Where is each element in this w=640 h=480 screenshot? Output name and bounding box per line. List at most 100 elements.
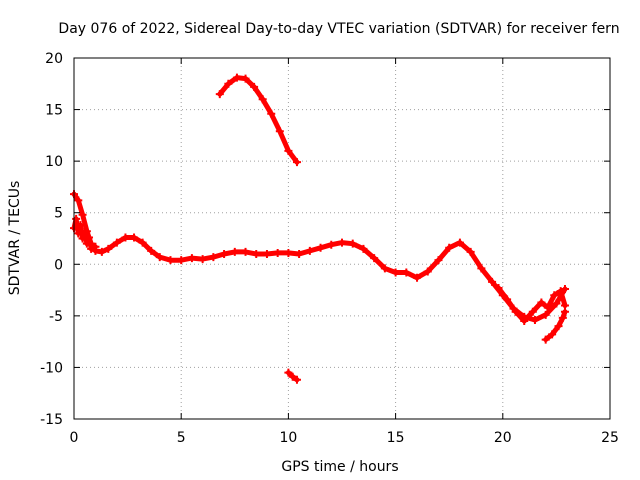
data-point [348, 239, 357, 248]
data-point [241, 74, 250, 83]
data-point [560, 307, 569, 316]
data-point [224, 79, 233, 88]
data-point [511, 307, 520, 316]
data-point [556, 287, 565, 296]
data-point [121, 233, 130, 242]
data-point [267, 109, 276, 118]
data-point [97, 247, 106, 256]
data-point [560, 285, 569, 294]
x-tick-label: 10 [279, 430, 297, 446]
data-point [284, 368, 293, 377]
data-point [78, 234, 87, 243]
data-point [528, 307, 537, 316]
data-point [80, 228, 89, 237]
data-point [292, 158, 301, 167]
data-point [292, 375, 301, 384]
data-point [104, 244, 113, 253]
x-tick-label: 25 [601, 430, 619, 446]
data-point [85, 233, 94, 242]
data-point [112, 238, 121, 247]
data-point [82, 239, 91, 248]
y-axis-title: SDTVAR / TECUs [7, 181, 23, 296]
data-point [295, 249, 304, 258]
y-tick-label: 10 [45, 154, 63, 170]
data-point [74, 196, 83, 205]
data-point [177, 256, 186, 265]
data-point [275, 127, 284, 136]
x-axis-title: GPS time / hours [281, 459, 398, 475]
data-point [455, 238, 464, 247]
data-point [72, 214, 81, 223]
data-point [74, 229, 83, 238]
y-tick-label: 15 [45, 103, 63, 119]
data-point [338, 238, 346, 247]
data-point [230, 247, 239, 256]
y-tick-label: -10 [40, 360, 63, 376]
data-point [548, 330, 557, 339]
data-point [552, 299, 561, 308]
data-point [503, 295, 512, 304]
x-tick-label: 0 [70, 430, 79, 446]
series-line [496, 285, 568, 324]
y-tick-label: 20 [45, 51, 63, 67]
data-point [391, 268, 400, 277]
data-point [138, 238, 147, 247]
y-tick-label: -15 [40, 412, 63, 428]
data-point [284, 248, 293, 257]
data-point [327, 240, 336, 249]
data-point [541, 335, 550, 344]
data-point [262, 249, 271, 258]
series-line [217, 75, 300, 165]
data-point [558, 313, 567, 322]
series-line [71, 191, 568, 323]
data-point [466, 247, 475, 256]
data-point [209, 253, 218, 262]
data-point [215, 90, 224, 99]
data-point [305, 246, 314, 255]
x-tick-label: 20 [494, 430, 512, 446]
data-point [530, 315, 539, 324]
data-point [78, 210, 87, 219]
data-point [402, 268, 411, 277]
data-point [198, 255, 207, 264]
data-point [241, 247, 250, 256]
data-point [76, 221, 85, 230]
data-point [258, 95, 267, 104]
y-tick-label: -5 [49, 309, 63, 325]
data-point [91, 242, 100, 251]
data-point [250, 82, 259, 91]
data-point [537, 298, 546, 307]
data-point [413, 273, 422, 282]
data-point [380, 264, 389, 273]
data-point [359, 244, 368, 253]
data-point [252, 249, 261, 258]
data-point [554, 322, 563, 331]
plot-frame [73, 57, 611, 420]
data-point [166, 256, 175, 265]
data-point [130, 233, 139, 242]
data-point [423, 267, 432, 276]
axis-ticks: 0 5 10 15 20 25 -15 -10 -5 0 5 10 15 20 [40, 51, 619, 446]
y-tick-label: 0 [54, 257, 63, 273]
data-series [70, 73, 569, 384]
data-point [550, 291, 559, 300]
data-point [445, 243, 454, 252]
data-point [187, 254, 196, 263]
data-point [316, 243, 325, 252]
data-point [288, 372, 297, 381]
x-tick-label: 15 [387, 430, 405, 446]
data-point [273, 248, 282, 257]
data-point [232, 73, 241, 82]
data-point [520, 317, 529, 326]
y-tick-label: 5 [54, 206, 63, 222]
data-point [370, 254, 379, 263]
data-point [155, 253, 164, 262]
grid-lines [74, 58, 610, 419]
data-point [541, 310, 550, 319]
data-point [434, 256, 443, 265]
x-tick-label: 5 [177, 430, 186, 446]
data-point [284, 146, 293, 155]
data-point [87, 244, 96, 253]
data-point [488, 277, 497, 286]
